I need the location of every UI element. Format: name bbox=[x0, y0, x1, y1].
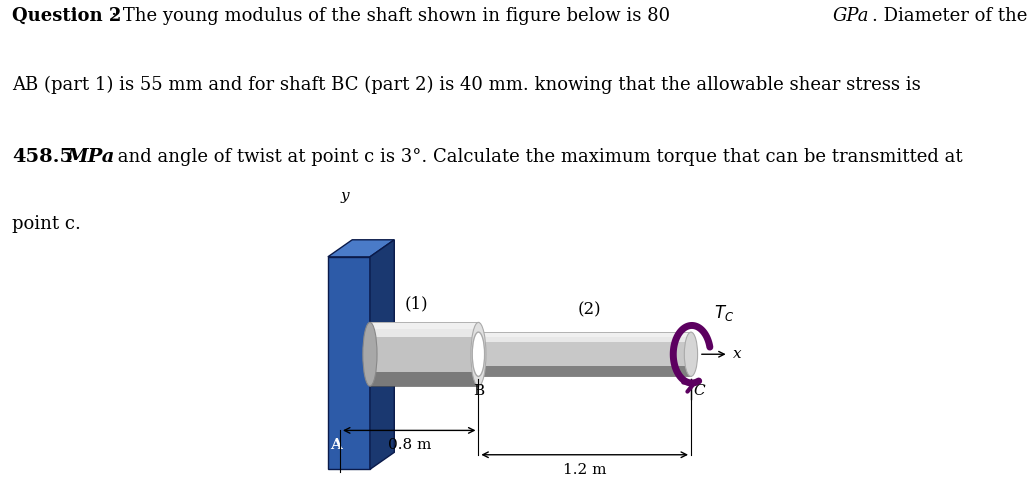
Text: (1): (1) bbox=[405, 296, 429, 312]
Polygon shape bbox=[370, 372, 478, 386]
Text: GPa: GPa bbox=[833, 6, 870, 25]
Polygon shape bbox=[328, 240, 395, 257]
Text: C: C bbox=[693, 384, 705, 399]
Text: 458.5: 458.5 bbox=[12, 148, 73, 166]
Text: 0.8 m: 0.8 m bbox=[388, 438, 431, 452]
Polygon shape bbox=[478, 332, 691, 342]
Polygon shape bbox=[478, 332, 691, 337]
Text: 1.2 m: 1.2 m bbox=[563, 462, 607, 477]
Ellipse shape bbox=[363, 322, 377, 386]
Polygon shape bbox=[370, 322, 478, 329]
Polygon shape bbox=[328, 257, 370, 469]
Ellipse shape bbox=[685, 332, 698, 376]
Text: AB (part 1) is 55 mm and for shaft BC (part 2) is 40 mm. knowing that the allowa: AB (part 1) is 55 mm and for shaft BC (p… bbox=[12, 75, 921, 93]
Text: Question 2: Question 2 bbox=[12, 6, 121, 25]
Text: y: y bbox=[341, 189, 350, 204]
Text: A: A bbox=[330, 438, 341, 452]
Text: B: B bbox=[473, 384, 484, 399]
Ellipse shape bbox=[472, 332, 484, 376]
Text: : The young modulus of the shaft shown in figure below is 80: : The young modulus of the shaft shown i… bbox=[111, 6, 675, 25]
Text: x: x bbox=[733, 347, 741, 361]
Polygon shape bbox=[478, 332, 691, 376]
Text: MPa: MPa bbox=[67, 148, 115, 166]
Text: . Diameter of the shaft: . Diameter of the shaft bbox=[872, 6, 1028, 25]
Polygon shape bbox=[370, 240, 395, 469]
Polygon shape bbox=[370, 322, 478, 386]
Ellipse shape bbox=[471, 322, 486, 386]
Text: point c.: point c. bbox=[12, 215, 81, 233]
Text: (2): (2) bbox=[578, 302, 601, 319]
Text: and angle of twist at point c is 3°. Calculate the maximum torque that can be tr: and angle of twist at point c is 3°. Cal… bbox=[112, 148, 962, 166]
Polygon shape bbox=[478, 367, 691, 376]
Text: $T_C$: $T_C$ bbox=[714, 303, 734, 323]
Polygon shape bbox=[370, 322, 478, 337]
